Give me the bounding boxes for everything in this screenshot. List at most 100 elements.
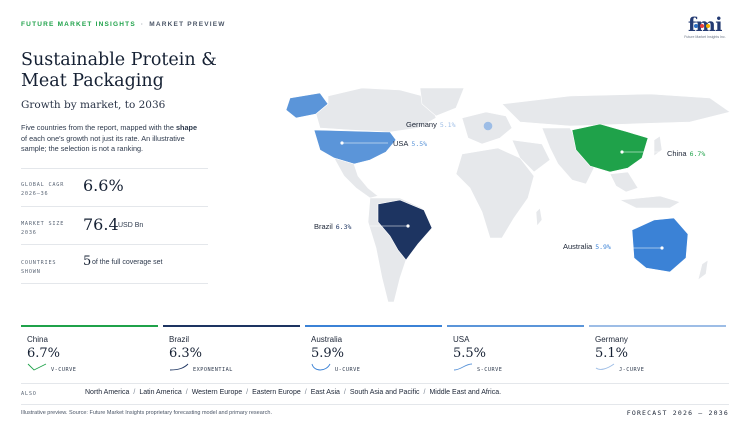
card-growth-rate: 6.3% [169, 346, 203, 361]
map-label-usa-name: USA [393, 139, 409, 148]
map-land-greenland [419, 87, 465, 117]
stat-countries: COUNTRIES SHOWN 5 of the full coverage s… [21, 244, 208, 284]
card-curve-type: U-CURVE [335, 367, 361, 373]
page-subtitle: Growth by market, to 2036 [21, 99, 166, 111]
card-curve-type: S-CURVE [477, 367, 503, 373]
map-land-madagascar [535, 207, 543, 227]
region-separator: / [246, 389, 249, 396]
world-map: Germany 5.1% USA 5.5% China 6.7% Brazil 6.3%… [250, 87, 750, 318]
region-link[interactable]: East Asia [310, 389, 340, 396]
logo-mark: fmi [688, 14, 723, 36]
region-separator: / [133, 389, 136, 396]
map-land-australia [631, 217, 689, 273]
country-cards: China 6.7% V-CURVE Brazil 6.3% EXPONENTI… [21, 325, 729, 375]
stat-label-line1: MARKET SIZE [21, 221, 65, 227]
map-label-germany-name: Germany [406, 120, 437, 129]
map-land-brazil [377, 199, 433, 261]
country-card-china[interactable]: China 6.7% V-CURVE [21, 325, 158, 377]
u-curve-icon [311, 363, 331, 371]
map-label-australia: Australia 5.9% [563, 242, 611, 251]
map-label-brazil: Brazil 6.3% [314, 222, 351, 231]
map-label-brazil-rate: 6.3% [335, 223, 352, 231]
map-land-mexico [333, 157, 379, 199]
map-land-indonesia [618, 195, 681, 209]
stat-label-line1: GLOBAL CAGR [21, 182, 65, 188]
card-country-name: China [27, 335, 48, 344]
card-country-name: Brazil [169, 335, 190, 344]
region-link[interactable]: Latin America [139, 389, 182, 396]
v-curve-icon [27, 363, 47, 371]
also-regions-bar: ALSO North America / Latin America / Western… [21, 383, 729, 405]
stat-label: GLOBAL CAGR 2026–36 [21, 181, 64, 199]
country-card-usa[interactable]: USA 5.5% S-CURVE [447, 325, 584, 377]
stat-value: 76.4 [83, 215, 119, 234]
map-land-china [571, 123, 649, 173]
marker-dot-brazil [406, 224, 410, 228]
marker-dot-china [620, 150, 624, 154]
stat-unit: USD Bn [118, 222, 144, 229]
logo-dots [694, 15, 712, 33]
card-country-name: Germany [595, 335, 628, 344]
country-card-germany[interactable]: Germany 5.1% J-CURVE [589, 325, 726, 377]
card-growth-rate: 5.5% [453, 346, 487, 361]
country-card-australia[interactable]: Australia 5.9% U-CURVE [305, 325, 442, 377]
stat-value: 5 [83, 254, 92, 269]
logo-tagline: Future Market Insights Inc. [684, 35, 726, 39]
map-label-china-name: China [667, 149, 687, 158]
map-label-germany: Germany 5.1% [406, 120, 456, 129]
card-growth-rate: 5.1% [595, 346, 629, 361]
map-land-southeast-asia [609, 171, 639, 193]
marker-dot-australia [660, 246, 664, 250]
country-card-brazil[interactable]: Brazil 6.3% EXPONENTIAL [163, 325, 300, 377]
region-link[interactable]: Eastern Europe [252, 389, 301, 396]
also-label: ALSO [21, 391, 37, 397]
card-growth-rate: 6.7% [27, 346, 61, 361]
card-curve-type: V-CURVE [51, 367, 77, 373]
region-separator: / [423, 389, 426, 396]
forecast-period: FORECAST 2026 – 2036 [626, 409, 729, 417]
card-country-name: Australia [311, 335, 343, 344]
region-list: North America / Latin America / Western Euro… [85, 389, 501, 396]
world-map-svg [285, 87, 731, 303]
stat-unit: of the full coverage set [92, 259, 163, 266]
map-land-germany [483, 121, 493, 131]
description-emphasis: shape [175, 123, 198, 132]
header-separator: · [140, 21, 145, 28]
map-label-australia-rate: 5.9% [595, 243, 611, 251]
section-label: MARKET PREVIEW [149, 21, 226, 28]
region-separator: / [304, 389, 307, 396]
map-land-middle-east [511, 139, 551, 173]
fmi-logo[interactable]: fmi Future Market Insights Inc. [680, 16, 730, 42]
card-country-name: USA [453, 335, 470, 344]
region-link[interactable]: Middle East and Africa. [429, 389, 502, 396]
region-separator: / [185, 389, 188, 396]
card-curve-type: J-CURVE [619, 367, 645, 373]
stat-label-line2: 2026–36 [21, 191, 49, 197]
stat-label: COUNTRIES SHOWN [21, 259, 56, 277]
description-text-end: of each one's growth not just its rate. … [21, 133, 185, 154]
stat-label-line1: COUNTRIES [21, 260, 57, 266]
page-title: Sustainable Protein & Meat Packaging [21, 50, 217, 91]
map-land-russia [501, 93, 731, 127]
region-link[interactable]: North America [85, 389, 130, 396]
stat-label: MARKET SIZE 2036 [21, 220, 64, 238]
top-bar: FUTURE MARKET INSIGHTS · MARKET PREVIEW [21, 21, 226, 28]
stat-value: 6.6% [83, 176, 124, 195]
map-land-usa [313, 129, 397, 165]
region-link[interactable]: South Asia and Pacific [349, 389, 420, 396]
stat-label-line2: 2036 [21, 230, 37, 236]
stat-label-line2: SHOWN [21, 269, 41, 275]
map-label-australia-name: Australia [563, 242, 593, 251]
map-label-brazil-name: Brazil [314, 222, 333, 231]
map-land-canada [315, 87, 437, 133]
j-curve-icon [595, 363, 615, 370]
marker-dot-usa [340, 141, 344, 145]
map-label-usa: USA 5.5% [393, 139, 427, 148]
stat-market-size: MARKET SIZE 2036 76.4 USD Bn [21, 206, 208, 244]
source-note: Illustrative preview. Source: Future Mar… [21, 410, 272, 416]
region-link[interactable]: Western Europe [191, 389, 243, 396]
map-land-new-zealand [697, 259, 709, 281]
brand-name: FUTURE MARKET INSIGHTS [21, 21, 136, 28]
map-label-usa-rate: 5.5% [411, 140, 428, 148]
map-label-china-rate: 6.7% [689, 150, 706, 158]
